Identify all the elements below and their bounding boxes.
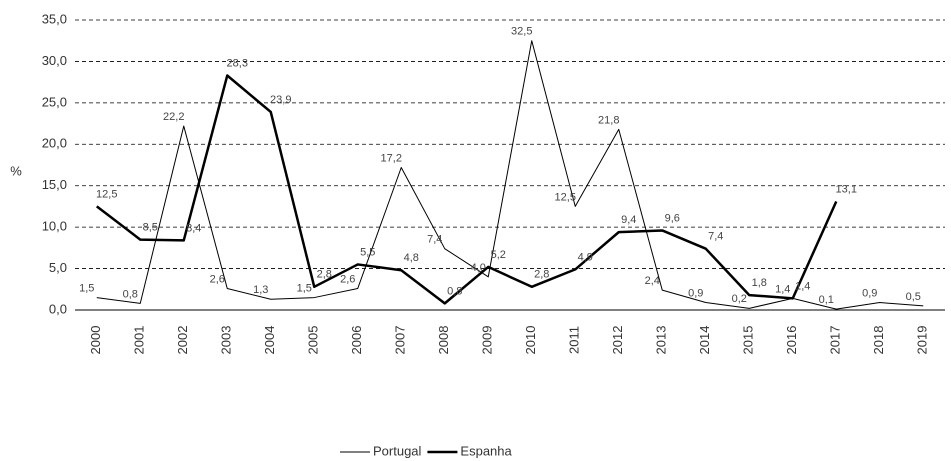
data-label: 1,5 xyxy=(79,282,94,294)
y-tick-label: 35,0 xyxy=(42,11,67,26)
x-tick-label: 2017 xyxy=(828,326,843,355)
data-label: 2,8 xyxy=(317,269,332,281)
y-tick-label: 0,0 xyxy=(49,301,67,316)
data-label: 7,4 xyxy=(427,234,442,246)
data-label: 4,9 xyxy=(578,251,593,263)
x-tick-label: 2002 xyxy=(175,326,190,355)
data-label: 1,8 xyxy=(752,277,767,289)
x-tick-label: 2016 xyxy=(784,326,799,355)
x-tick-label: 2009 xyxy=(480,326,495,355)
x-tick-label: 2012 xyxy=(610,326,625,355)
data-label: 12,5 xyxy=(96,188,117,200)
data-label: 1,4 xyxy=(795,280,810,292)
data-label: 0,2 xyxy=(732,293,747,305)
data-label: 0,8 xyxy=(447,285,462,297)
x-tick-label: 2014 xyxy=(697,326,712,355)
data-label: 2,6 xyxy=(210,273,225,285)
data-label: 17,2 xyxy=(381,152,402,164)
y-axis-label: % xyxy=(10,163,22,178)
data-label: 5,5 xyxy=(360,246,375,258)
y-tick-label: 30,0 xyxy=(42,53,67,68)
y-tick-label: 20,0 xyxy=(42,136,67,151)
legend-label: Espanha xyxy=(460,443,512,458)
x-tick-label: 2011 xyxy=(567,326,582,354)
data-label: 2,6 xyxy=(340,273,355,285)
data-label: 2,8 xyxy=(534,269,549,281)
data-label: 0,9 xyxy=(862,287,877,299)
series-line xyxy=(96,40,924,310)
x-tick-label: 2004 xyxy=(262,326,277,355)
data-label: 5,2 xyxy=(491,249,506,261)
x-tick-label: 2010 xyxy=(523,326,538,355)
x-tick-label: 2003 xyxy=(219,326,234,355)
data-label: 0,9 xyxy=(688,287,703,299)
x-tick-label: 2006 xyxy=(349,326,364,355)
series-line xyxy=(95,74,838,305)
x-tick-label: 2008 xyxy=(436,326,451,355)
data-label: 8,5 xyxy=(143,221,158,233)
x-tick-label: 2005 xyxy=(306,326,321,355)
data-label: 7,4 xyxy=(708,231,723,243)
x-tick-label: 2013 xyxy=(654,326,669,355)
data-label: 9,4 xyxy=(621,214,636,226)
data-label: 12,5 xyxy=(555,191,576,203)
y-tick-label: 25,0 xyxy=(42,94,67,109)
data-label: 13,1 xyxy=(836,183,857,195)
data-label: 4,8 xyxy=(404,252,419,264)
y-tick-label: 10,0 xyxy=(42,219,67,234)
data-label: 1,3 xyxy=(253,284,268,296)
y-tick-label: 5,0 xyxy=(49,260,67,275)
data-label: 22,2 xyxy=(163,111,184,123)
data-label: 23,9 xyxy=(270,94,291,106)
x-tick-label: 2018 xyxy=(871,326,886,355)
data-label: 1,4 xyxy=(775,283,790,295)
data-label: 21,8 xyxy=(598,114,619,126)
data-label: 9,6 xyxy=(665,212,680,224)
data-label: 8,4 xyxy=(186,222,201,234)
x-tick-label: 2001 xyxy=(132,326,147,355)
data-label: 0,5 xyxy=(906,291,921,303)
data-label: 2,4 xyxy=(645,275,660,287)
x-tick-label: 2015 xyxy=(741,326,756,355)
legend-label: Portugal xyxy=(373,443,422,458)
data-label: 0,8 xyxy=(123,288,138,300)
data-label: 32,5 xyxy=(511,26,532,38)
data-label: 28,3 xyxy=(227,57,248,69)
data-label: 1,5 xyxy=(297,282,312,294)
x-tick-label: 2019 xyxy=(915,326,930,355)
x-tick-label: 2007 xyxy=(393,326,408,355)
y-tick-label: 15,0 xyxy=(42,177,67,192)
data-label: 0,1 xyxy=(819,294,834,306)
x-tick-label: 2000 xyxy=(88,326,103,355)
